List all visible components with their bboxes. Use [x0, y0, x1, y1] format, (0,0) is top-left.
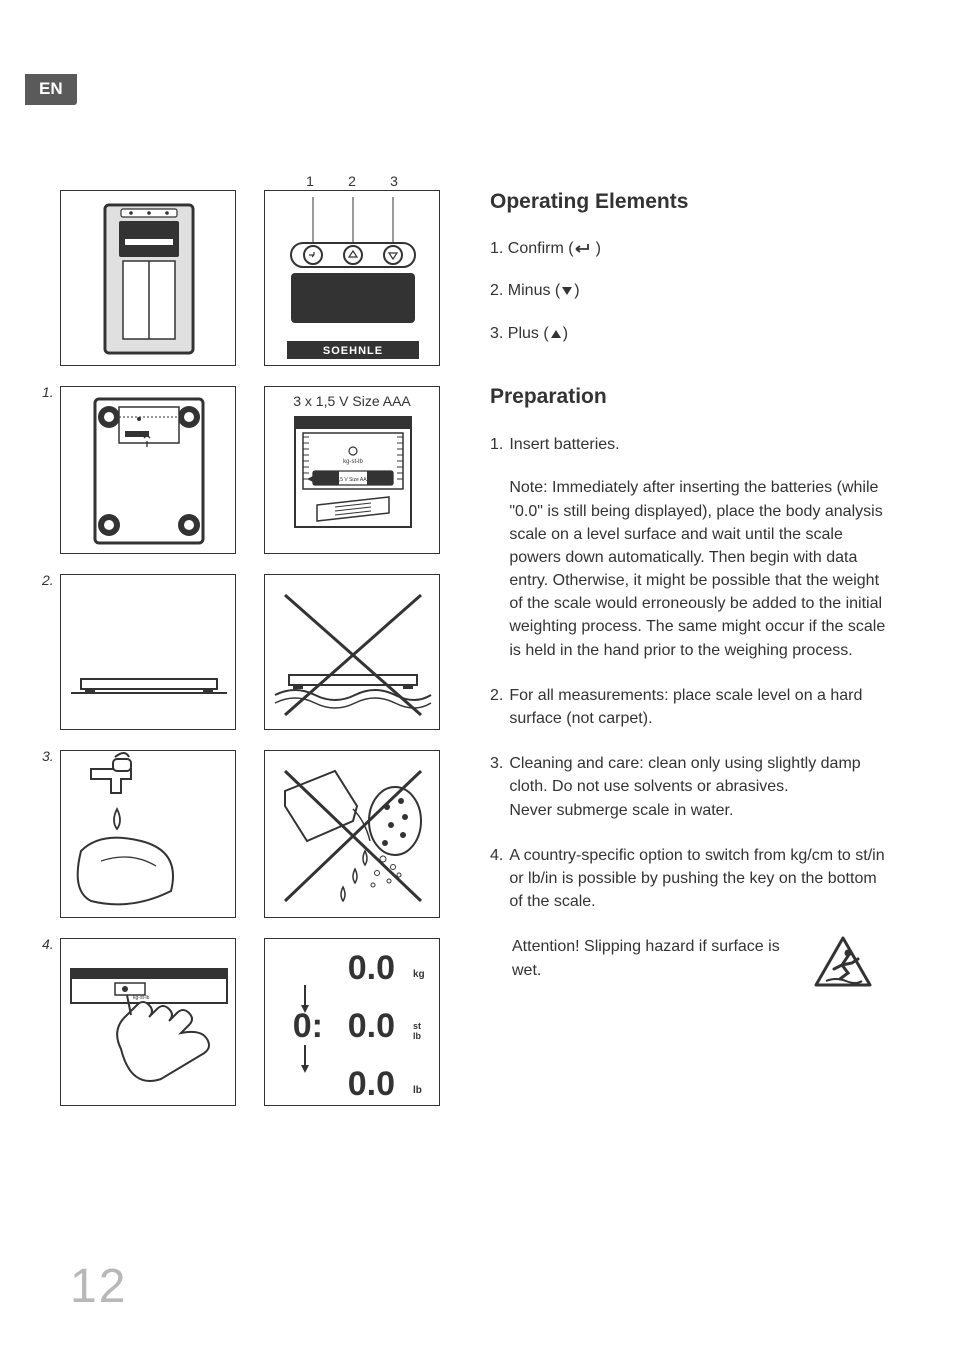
- button-panel-svg: SOEHNLE: [265, 191, 441, 367]
- figure-level-surface: [60, 574, 236, 730]
- solvents-wrong-svg: [265, 751, 441, 919]
- button-label-1: 1: [306, 173, 314, 189]
- battery-spec-label: 3 x 1,5 V Size AAA: [265, 393, 439, 409]
- figure-column: 1 2 3 SOE: [60, 190, 455, 1126]
- text-column: Operating Elements 1. Confirm () 2. Minu…: [490, 190, 892, 991]
- operating-item-plus: 3. Plus (): [490, 323, 892, 345]
- triangle-up-icon: [549, 328, 563, 340]
- unit-switch-svg: kg-st-lb: [61, 939, 237, 1107]
- svg-text:0.0: 0.0: [348, 1007, 395, 1045]
- brand-text: SOEHNLE: [323, 345, 383, 357]
- display-units-svg: 0.0 kg 0: 0.0 st lb 0.0 lb: [265, 939, 441, 1107]
- enter-icon: [574, 243, 596, 255]
- level-surface-svg: [61, 575, 237, 731]
- button-label-3: 3: [390, 173, 398, 189]
- svg-text:kg-st-lb: kg-st-lb: [133, 995, 150, 1001]
- figure-number-2: 2.: [42, 572, 54, 588]
- operating-list: 1. Confirm () 2. Minus () 3. Plus (): [490, 238, 892, 345]
- prep-1-note: Note: Immediately after inserting the ba…: [509, 476, 892, 662]
- button-label-2: 2: [348, 173, 356, 189]
- figure-number-4: 4.: [42, 936, 54, 952]
- damp-cloth-svg: [61, 751, 237, 919]
- preparation-heading: Preparation: [490, 385, 892, 409]
- operating-heading: Operating Elements: [490, 190, 892, 214]
- figure-product-front: [60, 190, 236, 366]
- triangle-down-icon: [560, 285, 574, 297]
- figure-damp-cloth: [60, 750, 236, 918]
- preparation-item-2: 2. For all measurements: place scale lev…: [490, 684, 892, 730]
- svg-text:lb: lb: [413, 1085, 422, 1096]
- figure-unit-switch: kg-st-lb: [60, 938, 236, 1106]
- preparation-item-1: 1. Insert batteries. Note: Immediately a…: [490, 433, 892, 662]
- figure-display-units: 0.0 kg 0: 0.0 st lb 0.0 lb: [264, 938, 440, 1106]
- product-back-svg: [61, 387, 237, 555]
- slip-hazard-icon: [812, 935, 874, 991]
- figure-number-3: 3.: [42, 748, 54, 764]
- language-tab: EN: [25, 74, 77, 105]
- button-label-row: 1 2 3: [265, 173, 439, 189]
- svg-text:0:: 0:: [293, 1007, 323, 1045]
- svg-text:0.0: 0.0: [348, 1065, 395, 1103]
- svg-text:0.0: 0.0: [348, 949, 395, 987]
- svg-text:kg-st-lb: kg-st-lb: [343, 459, 363, 465]
- attention-text: Attention! Slipping hazard if surface is…: [512, 935, 792, 981]
- figure-product-back: [60, 386, 236, 554]
- operating-item-minus: 2. Minus (): [490, 280, 892, 302]
- operating-item-confirm: 1. Confirm (): [490, 238, 892, 260]
- preparation-item-4: 4. A country-specific option to switch f…: [490, 844, 892, 914]
- figure-number-1: 1.: [42, 384, 54, 400]
- carpet-wrong-svg: [265, 575, 441, 731]
- preparation-item-3: 3. Cleaning and care: clean only using s…: [490, 752, 892, 822]
- figure-solvents-wrong: [264, 750, 440, 918]
- figure-battery-compartment: 3 x 1,5 V Size AAA kg-st-lb 1,5 V Size A…: [264, 386, 440, 554]
- prep-3-text: Cleaning and care: clean only using slig…: [509, 755, 860, 795]
- attention-row: Attention! Slipping hazard if surface is…: [512, 935, 892, 991]
- prep-1-text: Insert batteries.: [509, 436, 619, 453]
- figure-carpet-wrong: [264, 574, 440, 730]
- svg-text:st: st: [413, 1021, 421, 1031]
- svg-text:lb: lb: [413, 1031, 422, 1041]
- prep-3-extra: Never submerge scale in water.: [509, 802, 733, 819]
- preparation-list: 1. Insert batteries. Note: Immediately a…: [490, 433, 892, 913]
- battery-svg: kg-st-lb 1,5 V Size AAA: [265, 387, 441, 555]
- svg-text:kg: kg: [413, 969, 425, 980]
- svg-text:1,5 V Size AAA: 1,5 V Size AAA: [336, 477, 371, 483]
- product-front-svg: [61, 191, 237, 367]
- page-number: 12: [70, 1259, 127, 1314]
- figure-button-panel: 1 2 3 SOE: [264, 190, 440, 366]
